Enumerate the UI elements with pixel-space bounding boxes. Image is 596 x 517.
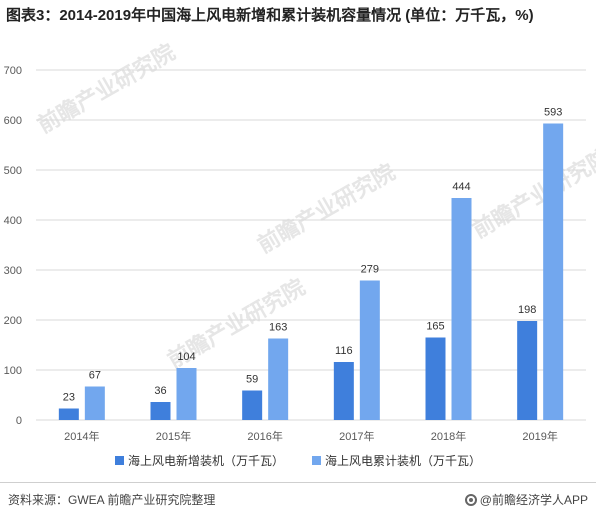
data-label: 59 — [246, 374, 258, 386]
y-tick-label: 500 — [4, 165, 22, 177]
y-tick-label: 700 — [4, 65, 22, 77]
x-tick-label: 2018年 — [431, 429, 466, 443]
data-label: 104 — [177, 351, 195, 363]
y-tick-label: 300 — [4, 265, 22, 277]
legend: 海上风电新增装机（万千瓦） 海上风电累计装机（万千瓦） — [0, 452, 596, 469]
chart-title: 图表3：2014-2019年中国海上风电新增和累计装机容量情况 (单位：万千瓦，… — [6, 7, 534, 24]
bar — [58, 408, 79, 420]
legend-swatch-cumulative — [312, 456, 321, 465]
data-label: 163 — [269, 322, 287, 334]
footer: 资料来源：GWEA 前瞻产业研究院整理 @前瞻经济学人APP — [0, 482, 596, 517]
data-label: 67 — [89, 370, 101, 382]
data-label: 165 — [426, 321, 444, 333]
y-tick-label: 600 — [4, 115, 22, 127]
data-label: 116 — [335, 345, 353, 357]
y-tick-label: 400 — [4, 215, 22, 227]
bar — [451, 198, 472, 420]
brand-credit: @前瞻经济学人APP — [464, 491, 588, 508]
bar — [425, 337, 446, 420]
data-label: 444 — [452, 181, 470, 193]
data-label: 23 — [63, 392, 75, 404]
x-tick-label: 2019年 — [522, 429, 557, 443]
data-label: 36 — [154, 385, 166, 397]
bar — [84, 386, 105, 420]
bar — [543, 123, 564, 420]
legend-item-cumulative: 海上风电累计装机（万千瓦） — [312, 452, 481, 469]
data-label: 593 — [544, 107, 562, 119]
x-tick-label: 2015年 — [156, 429, 191, 443]
brand-credit-text: @前瞻经济学人APP — [479, 493, 588, 507]
bar — [242, 390, 263, 420]
bar — [517, 321, 538, 420]
watermark-text: 前瞻产业研究院 — [253, 159, 399, 258]
watermark-text: 前瞻产业研究院 — [468, 144, 596, 243]
bar — [359, 280, 380, 420]
brand-logo-icon — [464, 493, 477, 506]
data-label: 279 — [361, 264, 379, 276]
legend-label-new: 海上风电新增装机（万千瓦） — [127, 454, 284, 468]
y-tick-label: 0 — [16, 415, 22, 427]
y-tick-label: 200 — [4, 315, 22, 327]
data-label: 198 — [518, 304, 536, 316]
bar — [176, 368, 197, 420]
legend-item-new: 海上风电新增装机（万千瓦） — [114, 452, 284, 469]
source-note: 资料来源：GWEA 前瞻产业研究院整理 — [8, 493, 216, 507]
watermark-text: 前瞻产业研究院 — [33, 39, 179, 138]
legend-label-cumulative: 海上风电累计装机（万千瓦） — [325, 454, 482, 468]
bar — [150, 402, 171, 420]
x-tick-label: 2016年 — [247, 429, 282, 443]
bar — [333, 362, 354, 420]
bar — [268, 338, 289, 420]
x-tick-label: 2017年 — [339, 429, 374, 443]
y-tick-label: 100 — [4, 365, 22, 377]
x-tick-label: 2014年 — [64, 429, 99, 443]
legend-swatch-new — [114, 456, 124, 465]
